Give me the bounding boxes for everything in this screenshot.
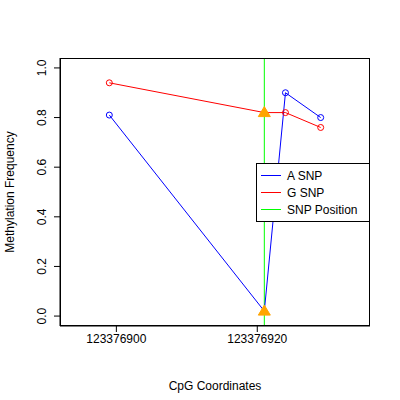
html-text:G SNP: G SNP	[287, 185, 325, 200]
html-text:A SNP: A SNP	[287, 168, 323, 183]
svg-text:0.4: 0.4	[35, 208, 49, 225]
svg-text:1.0: 1.0	[35, 59, 49, 76]
svg-text:0.8: 0.8	[35, 109, 49, 126]
svg-text:0.2: 0.2	[35, 258, 49, 275]
html-text:SNP Position: SNP Position	[287, 202, 358, 217]
svg-text:123376900: 123376900	[86, 332, 146, 346]
svg-text:123376920: 123376920	[227, 332, 287, 346]
svg-text:0.0: 0.0	[35, 307, 49, 324]
svg-text:Methylation Frequency: Methylation Frequency	[8, 131, 17, 252]
svg-text:0.6: 0.6	[35, 159, 49, 176]
svg-text:CpG Coordinates: CpG Coordinates	[169, 379, 262, 393]
